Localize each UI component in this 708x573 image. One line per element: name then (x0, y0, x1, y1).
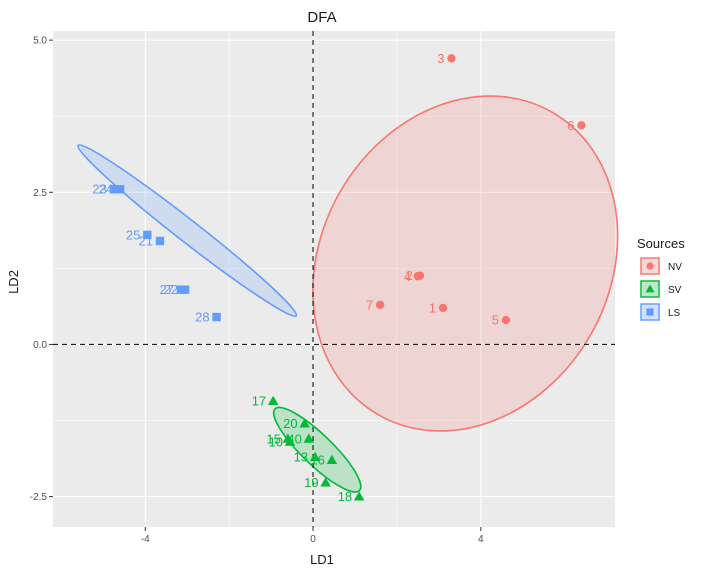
data-point-ls-28 (212, 312, 221, 322)
y-tick-label: -2.5 (30, 492, 48, 503)
data-point-ls-25 (143, 230, 152, 240)
legend-title: Sources (637, 236, 685, 251)
data-point-ls-21 (155, 236, 165, 246)
data-point-nv-3 (447, 54, 456, 63)
confidence-ellipse-nv (312, 95, 619, 432)
point-label-40: 40 (287, 431, 301, 446)
point-label-28: 28 (195, 310, 209, 325)
y-tick-label: 2.5 (33, 188, 47, 199)
point-label-22: 22 (164, 282, 178, 297)
point-label-25: 25 (126, 227, 140, 242)
y-tick-label: 5.0 (33, 36, 47, 47)
x-axis-title: LD1 (310, 552, 334, 567)
point-label-4: 4 (404, 269, 411, 284)
point-label-3: 3 (437, 51, 444, 66)
data-point-sv-20 (299, 418, 310, 428)
data-point-sv-18 (353, 491, 365, 501)
plot-area: -4 0 4-2.50.02.55.012345671013151617181920… (30, 31, 619, 545)
point-label-7: 7 (366, 297, 373, 312)
point-label-16: 16 (310, 453, 324, 468)
legend-marker-ls (646, 308, 654, 316)
chart-title: DFA (307, 9, 336, 26)
data-point-sv-17 (267, 395, 279, 405)
y-axis-title: LD2 (6, 270, 21, 294)
point-label-15: 15 (266, 431, 280, 446)
data-point-ls-24 (115, 185, 125, 194)
x-tick-label: 0 (310, 534, 316, 545)
point-label-19: 19 (304, 475, 318, 490)
data-point-sv-19 (320, 477, 331, 487)
legend-label-nv: NV (668, 262, 682, 273)
legend: Sources NV SV LS (637, 236, 685, 321)
legend-label-ls: LS (668, 308, 681, 319)
data-point-sv-13 (309, 451, 321, 461)
x-tick-label: 4 (478, 534, 484, 545)
point-label-18: 18 (338, 489, 352, 504)
confidence-ellipse-ls (77, 144, 298, 318)
point-label-5: 5 (492, 313, 499, 328)
data-point-nv-1 (438, 303, 448, 313)
data-point-nv-4 (413, 272, 423, 281)
data-point-ls-27 (176, 285, 186, 294)
confidence-ellipse-sv (272, 406, 362, 493)
legend-label-sv: SV (668, 285, 682, 296)
point-label-1: 1 (429, 300, 436, 315)
data-point-nv-6 (577, 121, 586, 130)
point-label-23: 23 (92, 182, 106, 197)
x-tick-label: -4 (141, 534, 150, 545)
legend-marker-sv (645, 284, 655, 293)
data-point-nv-7 (375, 300, 385, 310)
y-tick-label: 0.0 (33, 340, 47, 351)
point-label-2: 2 (406, 268, 413, 283)
point-label-10: 10 (268, 434, 282, 449)
point-label-24: 24 (99, 182, 113, 197)
data-point-ls-23 (109, 185, 119, 194)
point-label-6: 6 (567, 118, 574, 133)
data-point-sv-16 (326, 454, 338, 464)
data-point-nv-5 (501, 315, 511, 325)
point-label-27: 27 (159, 282, 173, 297)
data-point-sv-15 (282, 433, 294, 443)
point-label-17: 17 (252, 394, 266, 409)
point-label-13: 13 (294, 450, 308, 465)
legend-marker-nv (646, 262, 654, 270)
point-label-20: 20 (283, 416, 297, 431)
data-point-sv-40 (303, 433, 315, 443)
